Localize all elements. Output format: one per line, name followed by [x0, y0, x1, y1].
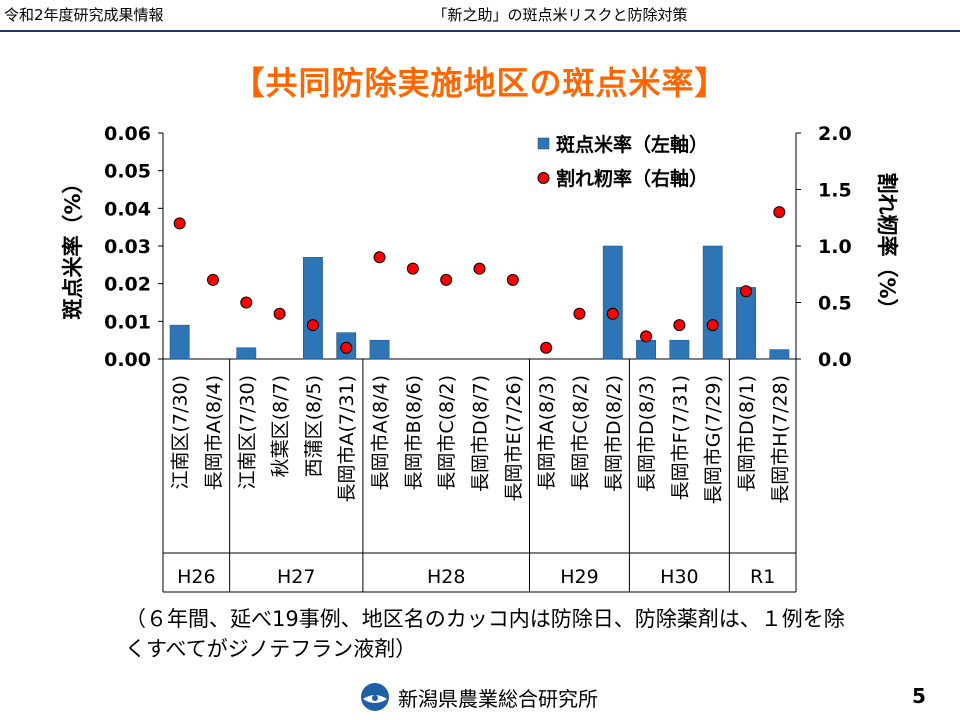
caption: （６年間、延べ19事例、地区名のカッコ内は防除日、防除薬剤は、１例を除くすべてが…: [125, 607, 845, 661]
category-label: 長岡市H(7/28): [769, 375, 791, 504]
point-cracked-rate: [506, 273, 519, 286]
point-cracked-rate: [673, 319, 686, 332]
category-label: 長岡市D(8/1): [736, 375, 758, 492]
point-cracked-rate: [740, 285, 753, 298]
category-label: 長岡市D(8/3): [636, 375, 658, 492]
category-label: 長岡市C(8/2): [569, 375, 591, 491]
right-tick-label: 0.0: [818, 349, 852, 371]
point-cracked-rate: [406, 262, 419, 275]
slide-topic: 「新之助」の斑点米リスクと防除対策: [432, 6, 688, 24]
point-cracked-rate: [240, 296, 253, 309]
year-group-label: H30: [660, 566, 698, 588]
year-group-label: R1: [750, 566, 775, 588]
category-label: 秋葉区(8/7): [270, 375, 292, 477]
bar-spotted-rate: [369, 339, 390, 360]
bar-spotted-rate: [669, 339, 690, 360]
left-tick-label: 0.01: [104, 311, 151, 333]
category-label: 西蒲区(8/5): [303, 375, 325, 477]
bar-spotted-rate: [736, 287, 756, 360]
point-cracked-rate: [340, 341, 353, 354]
right-tick-label: 2.0: [818, 123, 852, 145]
bar-spotted-rate: [769, 349, 790, 360]
left-axis-title: 斑点米率（%）: [61, 172, 85, 319]
footer-organization: 新潟県農業総合研究所: [360, 680, 598, 714]
right-tick-label: 1.5: [818, 180, 852, 202]
point-cracked-rate: [273, 307, 286, 320]
category-label: 長岡市A(8/4): [203, 375, 225, 490]
point-cracked-rate: [206, 273, 219, 286]
point-cracked-rate: [773, 206, 786, 219]
point-cracked-rate: [473, 262, 486, 275]
left-tick-label: 0.04: [104, 198, 151, 220]
category-label: 長岡市F(7/31): [669, 375, 691, 500]
right-tick-label: 1.0: [818, 236, 852, 258]
bar-spotted-rate: [236, 347, 257, 360]
slide-title: 【共同防除実施地区の斑点米率】: [232, 64, 728, 102]
category-label: 長岡市A(8/4): [370, 375, 392, 490]
right-axis-title: 割れ籾率（%）: [875, 172, 899, 319]
category-label: 江南区(7/30): [170, 375, 192, 490]
point-cracked-rate: [640, 330, 653, 343]
organization-name: 新潟県農業総合研究所: [398, 686, 598, 711]
category-label: 長岡市C(8/2): [436, 375, 458, 491]
bar-spotted-rate: [169, 324, 190, 360]
bar-spotted-rate: [602, 245, 623, 360]
left-tick-label: 0.03: [104, 236, 151, 258]
page-number: 5: [912, 684, 926, 708]
category-label: 長岡市G(7/29): [703, 375, 725, 504]
category-label: 長岡市E(7/26): [503, 375, 525, 502]
point-cracked-rate: [706, 319, 719, 332]
category-label: 長岡市D(8/2): [603, 375, 625, 492]
left-tick-label: 0.02: [104, 274, 151, 296]
year-group-label: H26: [177, 566, 215, 588]
spotted-rice-chart: 0.00 0.01 0.02 0.03 0.04 0.05 0.06 0.0 0.5 1.0 1.5…: [61, 123, 899, 593]
year-group-label: H27: [277, 566, 315, 588]
year-group-label: H29: [560, 566, 598, 588]
legend-bar-label: 斑点米率（左軸）: [556, 133, 708, 156]
legend-marker-swatch: [537, 172, 550, 184]
category-label: 長岡市A(7/31): [336, 375, 358, 503]
point-cracked-rate: [606, 307, 619, 320]
point-cracked-rate: [373, 251, 386, 264]
point-cracked-rate: [573, 307, 586, 320]
point-cracked-rate: [173, 217, 186, 230]
header-divider: [0, 30, 960, 32]
point-cracked-rate: [540, 341, 553, 354]
report-series-label: 令和2年度研究成果情報: [4, 6, 164, 24]
bar-spotted-rate: [636, 339, 656, 360]
bar-spotted-rate: [303, 257, 323, 360]
point-cracked-rate: [306, 319, 319, 332]
bar-spotted-rate: [702, 245, 723, 360]
left-tick-label: 0.05: [104, 161, 151, 183]
category-label: 江南区(7/30): [236, 375, 258, 490]
legend-bar-swatch: [537, 137, 550, 150]
point-cracked-rate: [440, 273, 453, 286]
right-tick-label: 0.5: [818, 293, 852, 315]
legend-marker-label: 割れ籾率（右軸）: [556, 167, 708, 190]
category-label: 長岡市D(8/7): [470, 375, 492, 492]
left-tick-label: 0.06: [104, 123, 151, 145]
category-label: 長岡市B(8/6): [403, 375, 425, 490]
category-label: 長岡市A(8/3): [536, 375, 558, 490]
institute-logo-icon: [361, 683, 389, 711]
left-tick-label: 0.00: [104, 349, 151, 371]
year-group-label: H28: [427, 566, 465, 588]
